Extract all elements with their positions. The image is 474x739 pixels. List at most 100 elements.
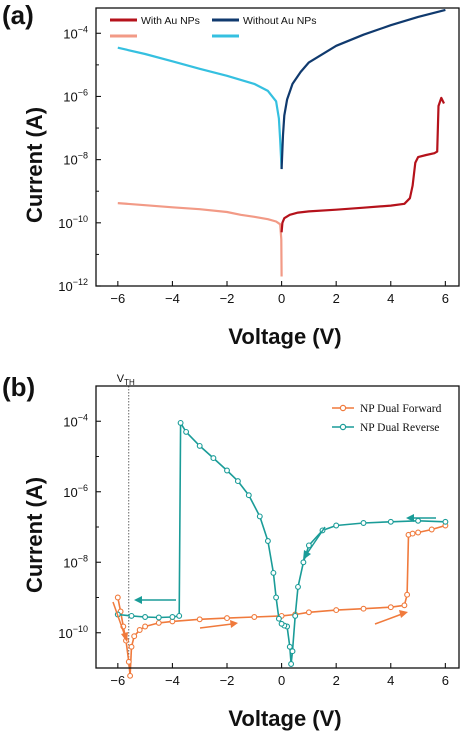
legend-forward-label: NP Dual Forward xyxy=(360,403,442,415)
panel-a-frame xyxy=(95,7,460,287)
series-reverse-point xyxy=(176,612,183,619)
y-tick-label: 10−4 xyxy=(63,412,88,429)
series-forward-point xyxy=(127,672,134,679)
y-tick-label: 10−10 xyxy=(58,624,88,641)
x-tick-label: −6 xyxy=(110,673,125,688)
series-forward-point xyxy=(333,607,340,614)
series-forward-point xyxy=(136,627,143,633)
series-forward-point xyxy=(128,643,135,650)
series-with-au-line-0 xyxy=(117,202,283,277)
series-forward-point xyxy=(142,623,149,630)
series-forward-point xyxy=(114,594,121,601)
threshold-voltage-label: VTH xyxy=(117,373,135,387)
x-tick-label: 2 xyxy=(333,673,340,688)
legend-without-au-label: Without Au NPs xyxy=(243,15,317,27)
series-reverse-line xyxy=(117,422,446,665)
series-forward-point xyxy=(428,526,435,533)
series-reverse-point xyxy=(273,594,280,601)
y-tick-label: 10−6 xyxy=(63,483,88,500)
y-tick-label: 10−8 xyxy=(63,151,88,168)
x-tick-label: 0 xyxy=(278,291,285,306)
panel-b-frame xyxy=(95,385,460,669)
series-reverse-point xyxy=(286,643,293,650)
series-reverse-point xyxy=(177,419,184,426)
y-tick-label: 10−12 xyxy=(58,277,88,294)
series-reverse-point xyxy=(275,615,282,622)
series-reverse-point xyxy=(278,620,285,627)
panel-a-ylabel: Current (A) xyxy=(22,107,47,223)
x-tick-label: 6 xyxy=(442,673,449,688)
series-forward-point xyxy=(409,530,416,537)
y-tick-label: 10−4 xyxy=(63,24,88,41)
panel-b-lines xyxy=(114,419,449,679)
y-tick-label: 10−6 xyxy=(63,87,88,104)
series-without-au-line-1 xyxy=(280,8,446,170)
x-tick-label: 4 xyxy=(387,291,394,306)
panel-a: (a) Current (A) Voltage (V) −6 −4 −2 0 2 4 6 10… xyxy=(2,0,460,349)
panel-b-ticks: −6 −4 −2 0 2 4 6 10−10 10−8 10−6 10−4 xyxy=(58,385,449,688)
series-without-au-line-0 xyxy=(117,46,283,170)
series-reverse-point xyxy=(387,518,394,525)
series-forward-point xyxy=(224,615,230,622)
series-forward-point xyxy=(131,633,138,640)
series-forward-point xyxy=(251,614,258,620)
panel-a-label: (a) xyxy=(2,0,34,30)
legend-with-au-label: With Au NPs xyxy=(141,15,200,27)
series-forward-point xyxy=(415,529,422,536)
series-forward-point xyxy=(155,619,162,626)
panel-b-ylabel: Current (A) xyxy=(22,477,47,593)
legend-reverse-marker xyxy=(339,423,347,431)
x-tick-label: −4 xyxy=(165,291,180,306)
y-tick-label: 10−10 xyxy=(58,214,88,231)
x-tick-label: −2 xyxy=(220,673,235,688)
series-reverse-point xyxy=(360,520,367,526)
x-tick-label: −4 xyxy=(165,673,180,688)
series-forward-point xyxy=(404,591,411,598)
arrow-reverse-diagonal xyxy=(303,526,326,560)
panel-b-xlabel: Voltage (V) xyxy=(228,706,341,731)
panel-b-direction-arrows xyxy=(112,514,436,642)
arrow-forward-mid-left xyxy=(199,620,238,629)
y-tick-label: 10−8 xyxy=(63,553,88,570)
series-reverse-point xyxy=(295,583,301,590)
x-tick-label: 6 xyxy=(442,291,449,306)
legend-reverse-label: NP Dual Reverse xyxy=(360,422,439,434)
series-forward-point xyxy=(125,658,132,665)
series-reverse-point xyxy=(183,428,190,435)
series-forward-point xyxy=(360,605,367,612)
series-reverse-point xyxy=(270,569,277,576)
series-reverse-point xyxy=(442,518,449,525)
series-reverse-point xyxy=(234,478,241,485)
panel-a-legend: With Au NPs Without Au NPs xyxy=(110,15,317,38)
arrow-forward-right xyxy=(374,610,408,625)
arrow-forward-down-left xyxy=(112,601,128,642)
x-tick-label: −6 xyxy=(110,291,125,306)
series-reverse-point xyxy=(245,492,252,499)
panel-b-legend: NP Dual Forward NP Dual Reverse xyxy=(332,403,442,434)
series-reverse-point xyxy=(155,614,162,621)
series-reverse-point xyxy=(210,455,217,462)
x-tick-label: 4 xyxy=(387,673,394,688)
panel-a-lines xyxy=(117,8,446,277)
series-reverse-point xyxy=(305,542,312,549)
series-reverse-point xyxy=(128,612,135,619)
series-reverse-point xyxy=(142,614,149,620)
arrow-reverse-left xyxy=(134,596,176,604)
series-reverse-point xyxy=(288,661,295,667)
series-reverse-point xyxy=(169,614,176,620)
panel-b-label: (b) xyxy=(2,372,35,402)
series-reverse-point xyxy=(256,513,263,520)
series-forward-point xyxy=(305,609,312,616)
series-reverse-point xyxy=(415,517,422,524)
series-forward-line xyxy=(117,524,446,677)
panel-a-ticks: −6 −4 −2 0 2 4 6 10−12 10−10 10−8 10−6 10−4 xyxy=(58,24,449,306)
series-reverse-point xyxy=(264,538,271,544)
x-tick-label: 0 xyxy=(278,673,285,688)
series-reverse-point xyxy=(289,648,296,655)
series-reverse-point xyxy=(300,559,307,566)
series-reverse-point xyxy=(292,612,299,619)
arrow-reverse-top-right xyxy=(406,514,436,522)
panel-a-xlabel: Voltage (V) xyxy=(228,324,341,349)
series-reverse-point xyxy=(196,442,203,449)
